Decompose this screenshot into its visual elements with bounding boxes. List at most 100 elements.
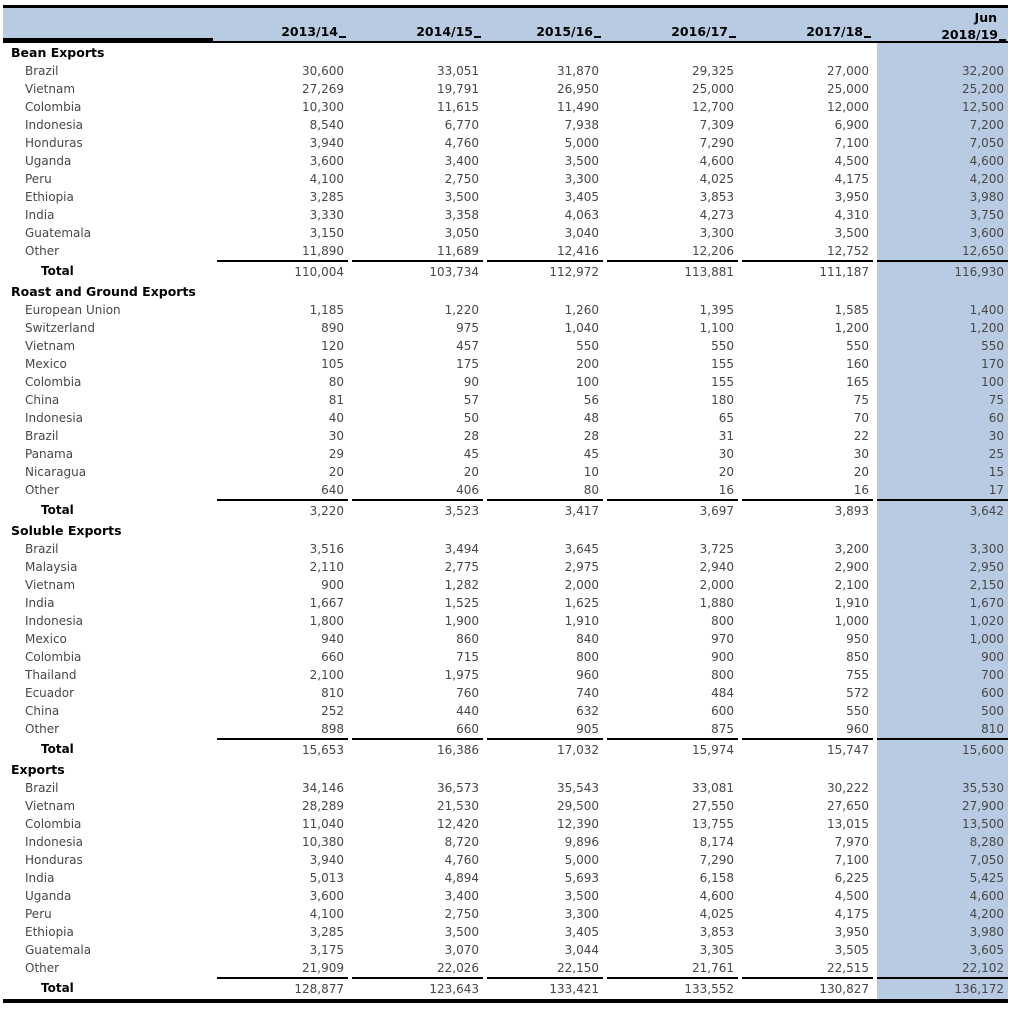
value-cell: 29,325 (692, 64, 734, 78)
empty-cell (877, 282, 1008, 301)
column-header-2017-18: 2017/18 (742, 24, 873, 41)
value-cell: 8,280 (877, 833, 1008, 851)
table-row: Indonesia 40 50 48 65 70 60 (3, 409, 1008, 427)
table-row: Malaysia 2,110 2,775 2,975 2,940 2,900 2,950 (3, 558, 1008, 576)
row-label: Guatemala (25, 943, 92, 957)
section-title: Bean Exports (11, 45, 105, 60)
row-label: Indonesia (25, 411, 84, 425)
value-cell: 12,500 (877, 98, 1008, 116)
empty-cell (487, 43, 603, 62)
value-cell: 3,645 (564, 542, 599, 556)
value-cell: 632 (576, 704, 599, 718)
total-row: Total 3,220 3,523 3,417 3,697 3,893 3,642 (3, 499, 1008, 521)
value-cell: 440 (456, 704, 479, 718)
value-cell: 57 (463, 393, 479, 407)
value-cell: 2,950 (877, 558, 1008, 576)
value-cell: 12,420 (437, 817, 479, 831)
row-label: Brazil (25, 781, 59, 795)
value-cell: 1,000 (877, 630, 1008, 648)
value-cell: 100 (576, 375, 599, 389)
value-cell: 550 (846, 339, 869, 353)
table-row: Ethiopia 3,285 3,500 3,405 3,853 3,950 3,980 (3, 923, 1008, 941)
value-cell: 21,761 (692, 961, 734, 975)
value-cell: 860 (456, 632, 479, 646)
value-cell: 1,282 (444, 578, 479, 592)
empty-cell (352, 43, 483, 62)
empty-cell (352, 760, 483, 779)
table-row: Other 21,909 22,026 22,150 21,761 22,515 22,10… (3, 959, 1008, 977)
empty-cell (217, 760, 348, 779)
value-cell: 3,285 (309, 190, 344, 204)
table-row: Other 640 406 80 16 16 17 (3, 481, 1008, 499)
value-cell: 3,600 (877, 224, 1008, 242)
value-cell: 11,615 (437, 100, 479, 114)
value-cell: 8,174 (699, 835, 734, 849)
value-cell: 3,853 (699, 190, 734, 204)
value-cell: 27,900 (877, 797, 1008, 815)
value-cell: 45 (583, 447, 599, 461)
value-cell: 25,000 (827, 82, 869, 96)
section-header-row: Soluble Exports (3, 521, 1008, 540)
value-cell: 4,600 (877, 887, 1008, 905)
value-cell: 6,900 (834, 118, 869, 132)
value-cell: 29,500 (557, 799, 599, 813)
value-cell: 3,853 (699, 925, 734, 939)
value-cell: 8,720 (444, 835, 479, 849)
row-label: Other (25, 722, 60, 736)
value-cell: 810 (877, 720, 1008, 738)
total-value-cell: 130,827 (742, 977, 873, 999)
value-cell: 26,950 (557, 82, 599, 96)
value-cell: 3,305 (699, 943, 734, 957)
value-cell: 10,380 (302, 835, 344, 849)
row-label: Indonesia (25, 614, 84, 628)
section-header-row: Bean Exports (3, 43, 1008, 62)
row-label: Vietnam (25, 339, 76, 353)
table-row: Colombia 10,300 11,615 11,490 12,700 12,000 12… (3, 98, 1008, 116)
value-cell: 165 (846, 375, 869, 389)
value-cell: 7,200 (877, 116, 1008, 134)
column-header-2016-17: 2016/17 (607, 24, 738, 41)
value-cell: 2,100 (834, 578, 869, 592)
value-cell: 30 (853, 447, 869, 461)
row-label: Brazil (25, 542, 59, 556)
value-cell: 4,100 (309, 907, 344, 921)
value-cell: 1,020 (877, 612, 1008, 630)
row-label: Nicaragua (25, 465, 87, 479)
value-cell: 180 (711, 393, 734, 407)
row-label: Vietnam (25, 82, 76, 96)
row-label: Vietnam (25, 799, 76, 813)
value-cell: 31 (718, 429, 734, 443)
empty-cell (877, 43, 1008, 62)
value-cell: 29 (328, 447, 344, 461)
table-row: Switzerland 890 975 1,040 1,100 1,200 1,200 (3, 319, 1008, 337)
value-cell: 1,000 (834, 614, 869, 628)
total-value-cell: 3,220 (217, 499, 348, 521)
value-cell: 11,890 (302, 244, 344, 258)
column-header-2015-16: 2015/16 (487, 24, 603, 41)
value-cell: 3,400 (444, 889, 479, 903)
empty-cell (742, 760, 873, 779)
total-value-cell: 116,930 (877, 260, 1008, 282)
column-header-label: 2018/19 (941, 27, 1006, 42)
value-cell: 4,310 (834, 208, 869, 222)
value-cell: 12,752 (827, 244, 869, 258)
value-cell: 1,220 (444, 303, 479, 317)
empty-cell (352, 521, 483, 540)
value-cell: 3,200 (834, 542, 869, 556)
empty-cell (877, 760, 1008, 779)
value-cell: 15 (877, 463, 1008, 481)
value-cell: 20 (463, 465, 479, 479)
total-value-cell: 111,187 (742, 260, 873, 282)
value-cell: 4,175 (834, 172, 869, 186)
value-cell: 975 (456, 321, 479, 335)
value-cell: 3,950 (834, 190, 869, 204)
value-cell: 7,050 (877, 134, 1008, 152)
section-title: Roast and Ground Exports (11, 284, 196, 299)
empty-cell (742, 282, 873, 301)
table-row: Honduras 3,940 4,760 5,000 7,290 7,100 7,050 (3, 134, 1008, 152)
table-row: Ethiopia 3,285 3,500 3,405 3,853 3,950 3,980 (3, 188, 1008, 206)
value-cell: 1,900 (444, 614, 479, 628)
value-cell: 3,940 (309, 853, 344, 867)
value-cell: 755 (846, 668, 869, 682)
section-title: Exports (11, 762, 65, 777)
